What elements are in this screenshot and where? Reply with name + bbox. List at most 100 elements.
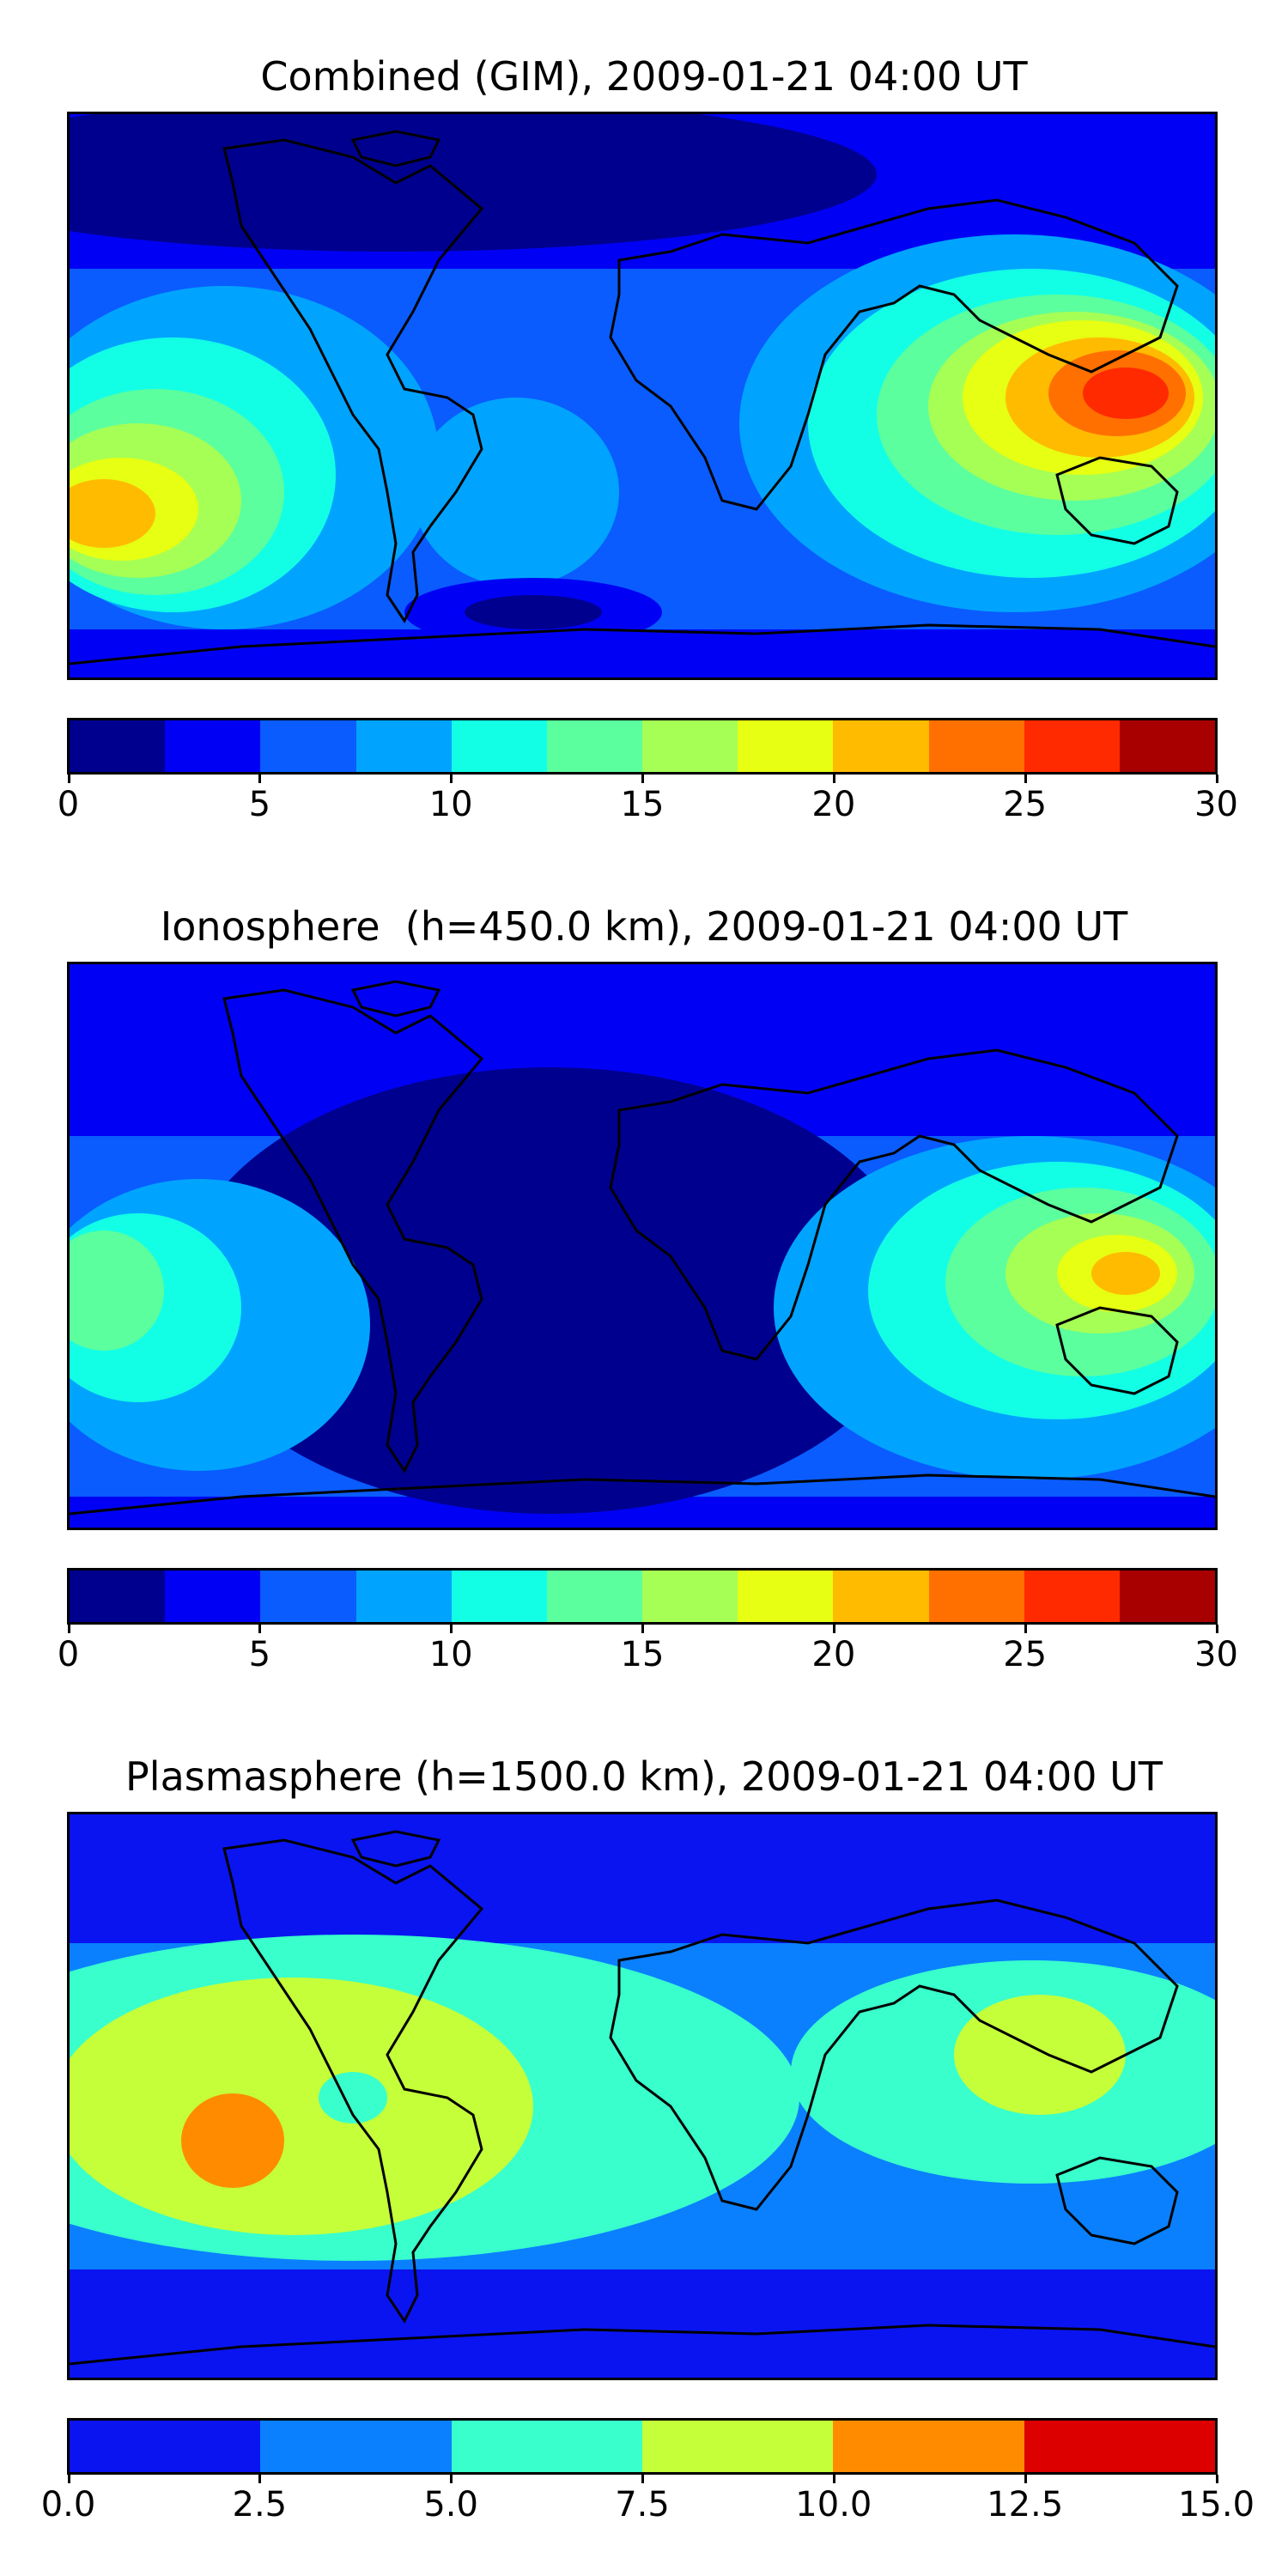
colorbar-ticks: 0.0 2.5 5.0 7.5 10.0 12.5 15.0 <box>41 2475 1255 2526</box>
colorbar-segment <box>451 720 547 772</box>
colorbar-tick-label: 30 <box>1194 785 1238 824</box>
colorbar-segment <box>1119 720 1216 772</box>
colorbar-tick-label: 25 <box>1003 785 1048 824</box>
colorbar-tick-label: 7.5 <box>615 2485 670 2524</box>
colorbar-tick <box>258 775 262 783</box>
colorbar-segment <box>546 1571 643 1622</box>
contour-fill <box>1083 368 1169 419</box>
tec-map <box>67 1812 1218 2380</box>
colorbar-tick <box>258 2475 262 2483</box>
chart-title: Plasmasphere (h=1500.0 km), 2009-01-21 0… <box>125 1753 1163 1800</box>
colorbar-segment <box>928 720 1024 772</box>
colorbar-tick <box>1215 775 1218 783</box>
colorbar-tick <box>1024 2475 1027 2483</box>
colorbar-tick-label: 12.5 <box>987 2485 1064 2524</box>
contour-fill <box>70 1978 533 2235</box>
colorbar-tick <box>832 1625 835 1633</box>
colorbar <box>67 2418 1218 2475</box>
colorbar-segment <box>833 2421 1024 2472</box>
colorbar-segment <box>165 1571 261 1622</box>
colorbar-segment <box>642 720 738 772</box>
chart-title: Combined (GIM), 2009-01-21 04:00 UT <box>260 53 1028 100</box>
coastlines <box>70 1830 1215 2366</box>
colorbar-tick-label: 0.0 <box>40 2485 96 2524</box>
colorbar-segment <box>738 720 834 772</box>
colorbar-tick-label: 10.0 <box>795 2485 872 2524</box>
colorbar-tick <box>641 2475 644 2483</box>
colorbar-tick <box>67 775 70 783</box>
colorbar-tick-label: 30 <box>1194 1635 1238 1674</box>
contour-fill <box>70 114 877 252</box>
map-plot <box>70 1814 1215 2378</box>
colorbar-tick-label: 20 <box>811 785 856 824</box>
chart-title: Ionosphere (h=450.0 km), 2009-01-21 04:0… <box>160 903 1128 950</box>
colorbar-tick <box>832 775 835 783</box>
colorbar-segment <box>70 720 166 772</box>
contour-fill <box>70 479 155 548</box>
colorbar <box>67 1568 1218 1625</box>
colorbar-tick <box>641 1625 644 1633</box>
colorbar-tick-label: 5 <box>248 1635 271 1674</box>
colorbar-segment <box>833 1571 929 1622</box>
colorbar-tick-label: 5.0 <box>423 2485 478 2524</box>
colorbar-tick <box>450 1625 453 1633</box>
coastlines <box>70 980 1215 1516</box>
colorbar-tick <box>1215 1625 1218 1633</box>
colorbar-segment <box>70 2421 261 2472</box>
colorbar-ticks: 0 5 10 15 20 25 30 <box>58 775 1238 826</box>
contour-fill <box>319 2072 387 2123</box>
colorbar-tick <box>1024 775 1027 783</box>
colorbar-tick <box>1024 1625 1027 1633</box>
colorbar-segment <box>833 720 929 772</box>
colorbar-segment <box>1024 1571 1120 1622</box>
colorbar-segment <box>1119 1571 1216 1622</box>
colorbar-tick <box>450 775 453 783</box>
colorbar-tick-label: 15 <box>620 785 665 824</box>
colorbar-segment <box>642 1571 738 1622</box>
colorbar-tick <box>832 2475 835 2483</box>
colorbar-tick <box>1215 2475 1218 2483</box>
colorbar-tick <box>450 2475 453 2483</box>
colorbar-segment <box>451 2421 642 2472</box>
colorbar-segment <box>546 720 643 772</box>
colorbar-segment <box>641 2421 834 2472</box>
colorbar-tick <box>641 775 644 783</box>
colorbar-segment <box>70 1571 166 1622</box>
colorbar-segment <box>1024 2421 1215 2472</box>
contour-fill <box>181 2093 284 2188</box>
colorbar-tick-label: 15.0 <box>1177 2485 1255 2524</box>
colorbar-segment <box>1024 720 1120 772</box>
colorbar-segment <box>738 1571 834 1622</box>
map-plot <box>70 114 1215 677</box>
colorbar-tick-label: 10 <box>428 1635 473 1674</box>
contour-fill <box>954 1995 1126 2115</box>
contour-fill <box>465 595 602 629</box>
colorbar-tick-label: 15 <box>620 1635 665 1674</box>
tec-map <box>67 962 1218 1530</box>
coastlines <box>70 130 1215 665</box>
map-plot <box>70 964 1215 1528</box>
colorbar-segment <box>260 2421 452 2472</box>
colorbar-segment <box>928 1571 1024 1622</box>
colorbar-segment <box>260 720 356 772</box>
colorbar-segment <box>165 720 261 772</box>
contour-fill <box>413 398 619 586</box>
colorbar-segment <box>260 1571 356 1622</box>
colorbar-tick-label: 2.5 <box>232 2485 288 2524</box>
tec-map <box>67 112 1218 680</box>
contour-fill <box>70 1230 164 1351</box>
colorbar-ticks: 0 5 10 15 20 25 30 <box>58 1625 1238 1676</box>
colorbar-tick-label: 10 <box>428 785 473 824</box>
colorbar-segment <box>451 1571 547 1622</box>
colorbar-tick-label: 20 <box>811 1635 856 1674</box>
colorbar-segment <box>355 720 452 772</box>
colorbar-tick <box>67 2475 70 2483</box>
colorbar <box>67 718 1218 775</box>
colorbar-segment <box>355 1571 452 1622</box>
colorbar-tick-label: 0 <box>57 1635 80 1674</box>
colorbar-tick <box>67 1625 70 1633</box>
colorbar-tick <box>258 1625 262 1633</box>
contour-fill <box>482 1411 722 1479</box>
contour-fill <box>1091 1252 1160 1295</box>
colorbar-tick-label: 0 <box>57 785 80 824</box>
